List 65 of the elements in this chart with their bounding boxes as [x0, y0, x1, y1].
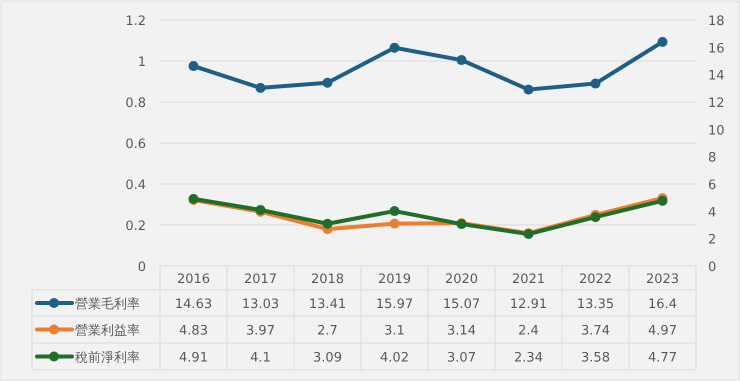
data-label: 15.07	[442, 297, 480, 312]
y2-tick-label: 4	[708, 205, 716, 220]
legend-label: 營業毛利率	[75, 296, 140, 312]
point	[390, 218, 400, 229]
point	[188, 61, 198, 72]
point	[590, 212, 600, 222]
data-label: 3.74	[581, 324, 610, 338]
y-tick-label: 1	[138, 55, 146, 70]
x-tick-label: 2022	[578, 272, 612, 287]
data-label: 13.41	[308, 297, 346, 312]
point	[658, 36, 668, 47]
y-tick-label: 0.4	[125, 178, 146, 193]
y-tick-label: 0.6	[125, 137, 146, 152]
data-label: 12.91	[510, 297, 548, 312]
data-label: 15.97	[376, 297, 414, 312]
y-tick-label: 0.8	[125, 96, 146, 111]
x-tick-label: 2018	[310, 272, 344, 287]
data-label: 4.02	[380, 350, 409, 366]
point	[322, 218, 332, 229]
y2-tick-label: 14	[708, 68, 725, 84]
x-tick-label: 2016	[176, 272, 210, 287]
y2-tick-label: 8	[708, 150, 716, 166]
data-label: 3.97	[246, 324, 275, 338]
data-label: 4.91	[179, 350, 208, 366]
data-label: 4.77	[648, 350, 677, 366]
data-label: 2.34	[514, 350, 543, 366]
x-tick-label: 2017	[244, 272, 278, 287]
data-label: 4.97	[648, 324, 677, 338]
y2-tick-label: 10	[708, 123, 725, 138]
data-label: 4.1	[250, 350, 271, 366]
legend-label: 稅前淨利率	[75, 350, 140, 366]
y2-tick-label: 2	[708, 232, 716, 248]
data-label: 3.1	[384, 324, 405, 338]
y2-tick-label: 6	[708, 178, 716, 193]
point	[658, 196, 668, 206]
data-label: 2.4	[518, 324, 539, 338]
point	[390, 42, 400, 53]
y-tick-label: 0.2	[125, 219, 146, 234]
data-label: 4.83	[179, 324, 208, 338]
x-tick-label: 2020	[444, 272, 478, 287]
y-tick-label: 1.2	[125, 14, 146, 29]
data-label: 3.14	[447, 324, 476, 338]
y2-tick-label: 0	[708, 260, 716, 275]
data-label: 3.07	[447, 350, 476, 366]
x-tick-label: 2023	[646, 272, 680, 287]
point	[390, 206, 400, 216]
data-label: 2.7	[317, 324, 338, 338]
data-label: 13.03	[242, 297, 280, 312]
point	[524, 84, 534, 95]
point	[456, 55, 466, 66]
x-tick-label: 2019	[378, 272, 412, 287]
point	[590, 78, 600, 89]
point	[256, 82, 266, 93]
data-label: 16.4	[648, 297, 677, 312]
data-label: 3.09	[313, 350, 342, 366]
data-label: 13.35	[576, 297, 614, 312]
point	[322, 78, 332, 88]
y2-tick-label: 12	[708, 96, 725, 111]
data-label: 3.58	[581, 350, 610, 366]
y2-tick-label: 18	[708, 14, 725, 29]
y2-tick-label: 16	[708, 41, 725, 56]
x-tick-label: 2021	[512, 272, 546, 287]
y-tick-label: 0	[138, 260, 146, 275]
legend-label: 營業利益率	[75, 322, 140, 338]
data-label: 14.63	[174, 297, 212, 312]
